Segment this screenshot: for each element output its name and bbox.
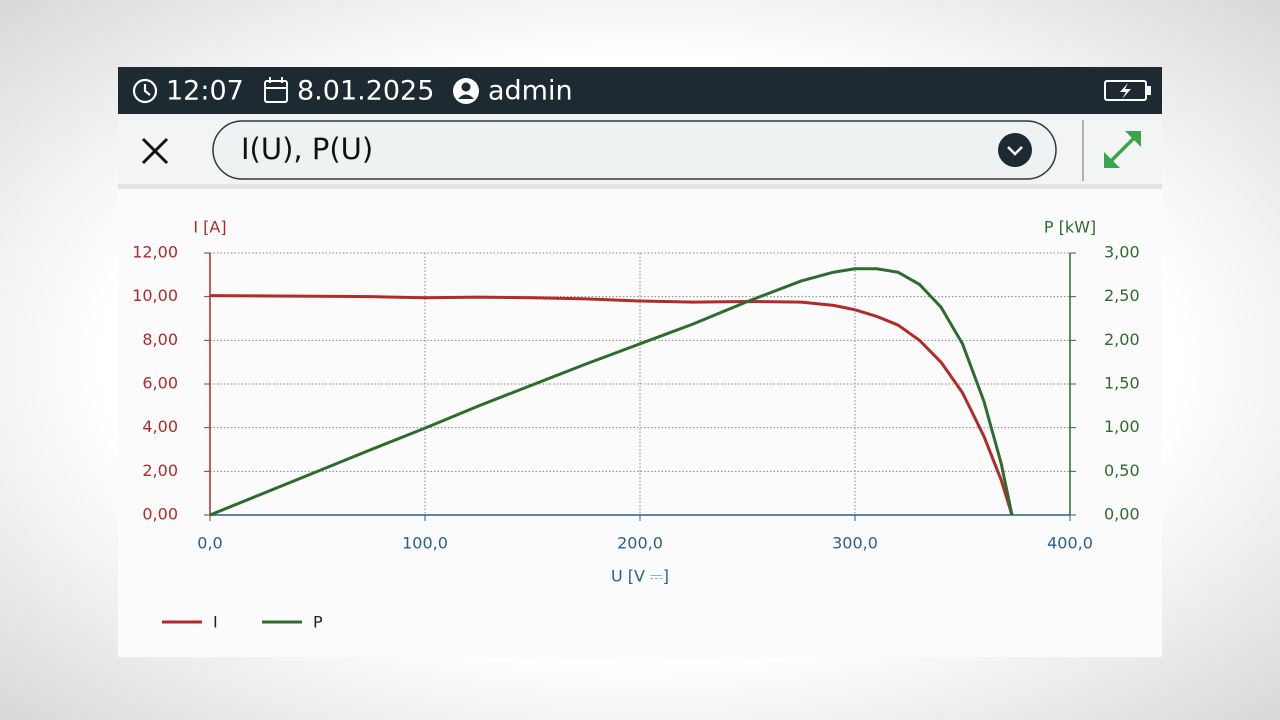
legend-label: I — [213, 613, 218, 632]
y-axis-label: I [A] — [193, 218, 226, 237]
clock-icon — [132, 78, 158, 104]
y2-tick-label: 0,50 — [1104, 461, 1140, 480]
x-tick-label: 0,0 — [197, 534, 222, 553]
battery-icon — [1104, 80, 1151, 101]
selector-dropdown[interactable] — [212, 120, 1057, 180]
dropdown-button[interactable] — [998, 133, 1032, 167]
header-shadow — [118, 184, 1162, 189]
y2-tick-label: 2,50 — [1104, 286, 1140, 305]
date: 8.01.2025 — [297, 76, 434, 107]
series-line — [209, 294, 1014, 516]
close-button[interactable] — [141, 137, 169, 165]
calendar-icon — [264, 77, 288, 103]
user: admin — [488, 76, 573, 107]
y2-tick-label: 1,50 — [1104, 374, 1140, 393]
chevron-icon — [1007, 146, 1023, 156]
y-tick-label: 8,00 — [142, 330, 178, 349]
legend-label: P — [313, 613, 323, 632]
y2-tick-label: 2,00 — [1104, 330, 1140, 349]
y-tick-label: 10,00 — [132, 286, 178, 305]
y-tick-label: 4,00 — [142, 417, 178, 436]
status-bar — [118, 67, 1162, 114]
x-tick-label: 300,0 — [832, 534, 878, 553]
x-tick-label: 400,0 — [1047, 534, 1093, 553]
x-tick-label: 100,0 — [402, 534, 448, 553]
y-tick-label: 2,00 — [142, 461, 178, 480]
y2-axis-label: P [kW] — [1044, 218, 1096, 237]
y2-tick-label: 1,00 — [1104, 417, 1140, 436]
time: 12:07 — [166, 76, 244, 107]
x-axis-label: U [V ⎓] — [611, 567, 669, 586]
selector-value: I(U), P(U) — [241, 132, 373, 166]
y-tick-label: 6,00 — [142, 374, 178, 393]
expand-button[interactable] — [1104, 131, 1141, 168]
y-tick-label: 12,00 — [132, 243, 178, 262]
y2-tick-label: 0,00 — [1104, 505, 1140, 524]
y-tick-label: 0,00 — [142, 505, 178, 524]
user-icon — [453, 78, 479, 104]
y2-tick-label: 3,00 — [1104, 243, 1140, 262]
x-tick-label: 200,0 — [617, 534, 663, 553]
series-line — [209, 267, 1014, 517]
